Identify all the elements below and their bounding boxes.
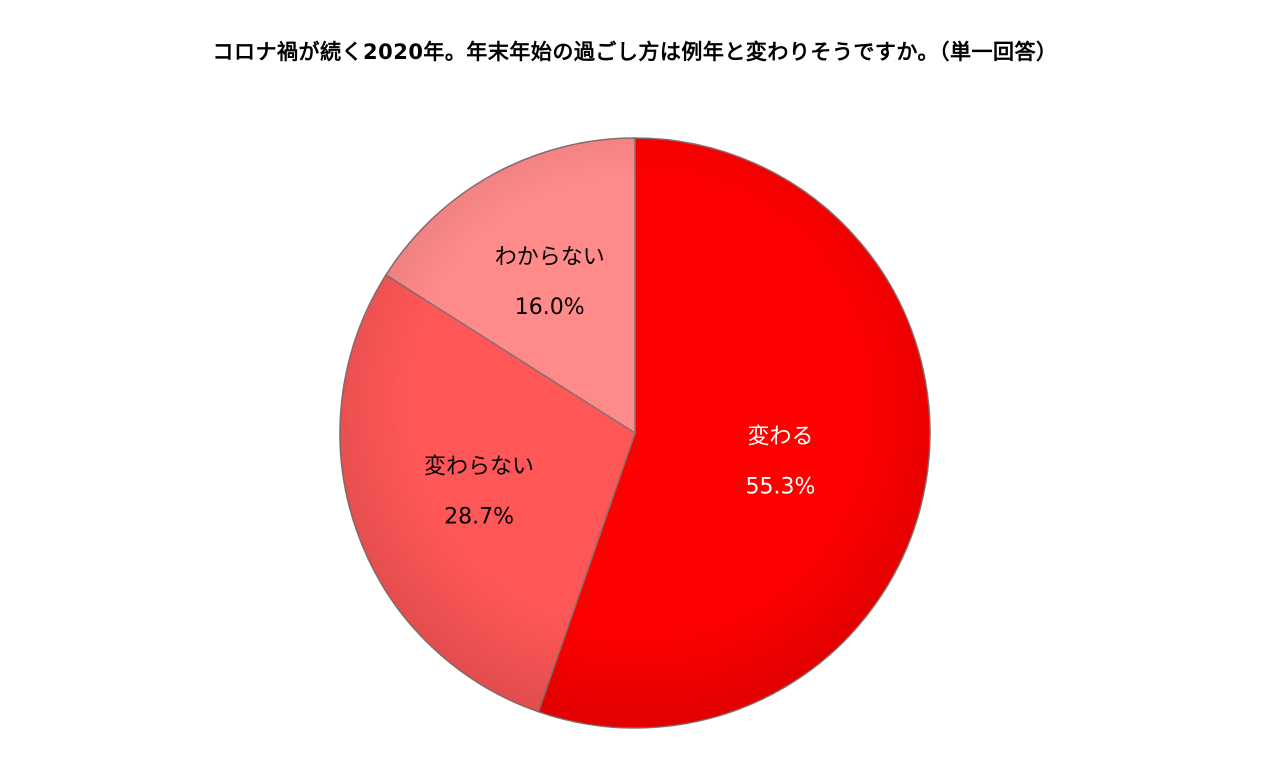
slice-label-1: 変わる <box>747 424 813 449</box>
slice-label-3: わからない <box>495 245 605 270</box>
chart-title: コロナ禍が続く2020年。年末年始の過ごし方は例年と変わりそうですか。（単一回答… <box>212 40 1058 64</box>
slice-label-2: 変わらない <box>424 454 534 479</box>
slice-value-2: 28.7% <box>444 504 514 529</box>
slice-value-3: 16.0% <box>515 295 585 320</box>
slice-value-1: 55.3% <box>746 474 816 499</box>
